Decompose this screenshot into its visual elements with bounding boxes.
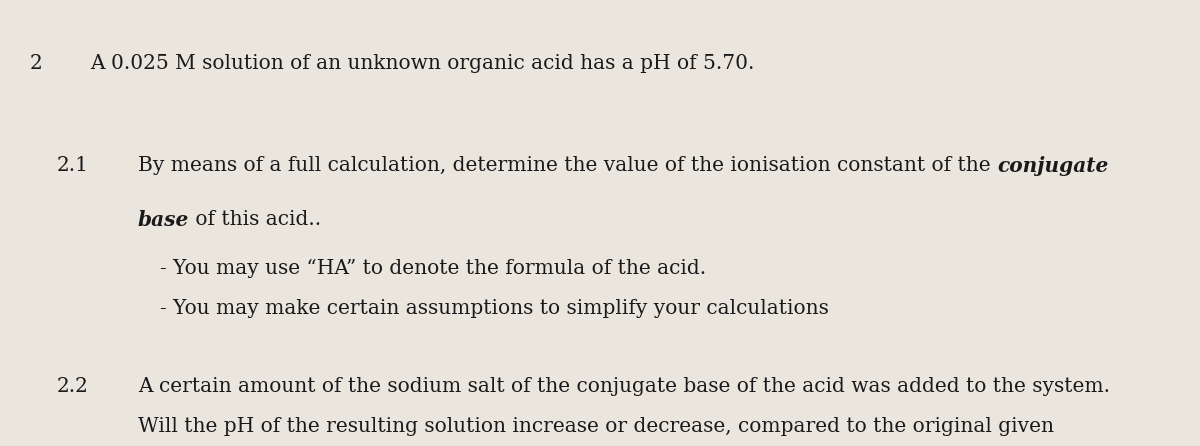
Text: 2: 2 xyxy=(30,54,43,73)
Text: of this acid..: of this acid.. xyxy=(190,210,322,229)
Text: Will the pH of the resulting solution increase or decrease, compared to the orig: Will the pH of the resulting solution in… xyxy=(138,417,1054,436)
Text: - You may use “HA” to denote the formula of the acid.: - You may use “HA” to denote the formula… xyxy=(160,259,706,278)
Text: 2.1: 2.1 xyxy=(56,156,89,175)
Text: conjugate: conjugate xyxy=(997,156,1109,176)
Text: base: base xyxy=(138,210,190,230)
Text: A certain amount of the sodium salt of the conjugate base of the acid was added : A certain amount of the sodium salt of t… xyxy=(138,377,1110,396)
Text: - You may make certain assumptions to simplify your calculations: - You may make certain assumptions to si… xyxy=(160,299,828,318)
Text: A 0.025 M solution of an unknown organic acid has a pH of 5.70.: A 0.025 M solution of an unknown organic… xyxy=(90,54,755,73)
Text: 2.2: 2.2 xyxy=(56,377,89,396)
Text: By means of a full calculation, determine the value of the ionisation constant o: By means of a full calculation, determin… xyxy=(138,156,997,175)
